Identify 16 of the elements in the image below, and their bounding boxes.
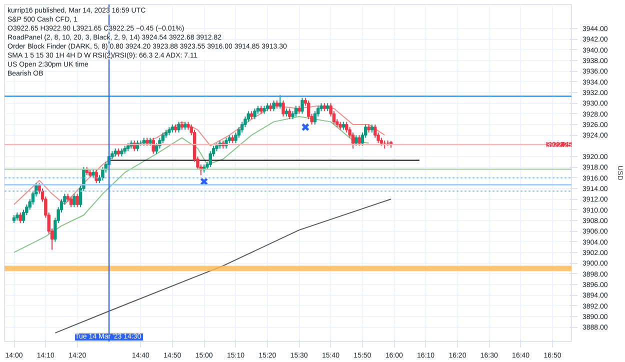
candlestick <box>278 94 282 109</box>
candlestick <box>358 134 361 146</box>
line-series <box>54 198 392 334</box>
candlestick <box>300 97 304 114</box>
candlestick <box>69 196 73 208</box>
candlestick <box>253 108 256 120</box>
candlestick <box>76 193 79 208</box>
line-series <box>14 116 370 253</box>
candlestick <box>72 193 76 208</box>
candlestick <box>288 108 292 120</box>
candlestick <box>294 105 298 117</box>
candlestick <box>18 212 22 224</box>
candlestick <box>354 134 358 146</box>
candlestick <box>282 100 285 117</box>
candlestick <box>177 121 180 133</box>
candlestick <box>272 100 276 112</box>
